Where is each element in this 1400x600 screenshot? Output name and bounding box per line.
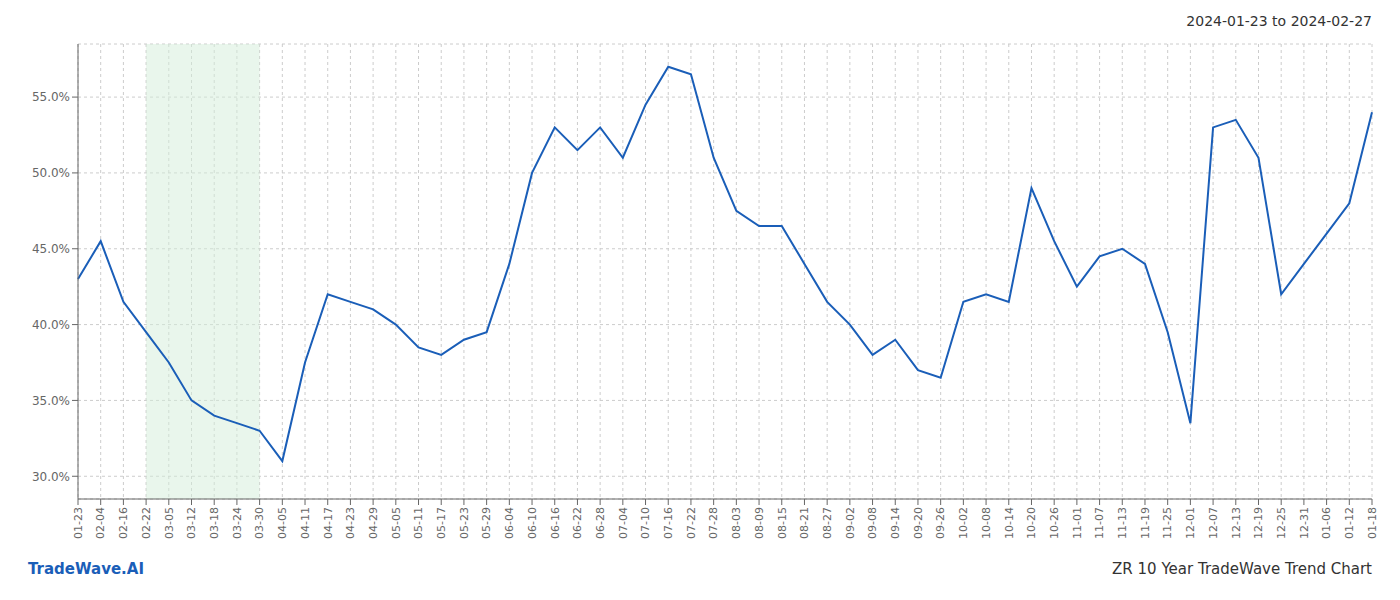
svg-text:07-16: 07-16 [662, 507, 675, 539]
svg-text:12-19: 12-19 [1252, 507, 1265, 539]
svg-text:10-08: 10-08 [980, 507, 993, 539]
svg-text:01-18: 01-18 [1366, 507, 1379, 539]
svg-text:12-07: 12-07 [1207, 507, 1220, 539]
svg-text:02-04: 02-04 [95, 507, 108, 539]
svg-text:12-25: 12-25 [1275, 507, 1288, 539]
svg-text:12-01: 12-01 [1184, 507, 1197, 539]
svg-text:08-15: 08-15 [776, 507, 789, 539]
svg-text:03-30: 03-30 [253, 507, 266, 539]
svg-text:04-17: 04-17 [322, 507, 335, 539]
svg-text:06-16: 06-16 [549, 507, 562, 539]
svg-text:02-22: 02-22 [140, 507, 153, 539]
svg-text:07-28: 07-28 [707, 507, 720, 539]
svg-text:03-12: 03-12 [185, 507, 198, 539]
svg-text:03-05: 03-05 [163, 507, 176, 539]
svg-text:09-02: 09-02 [844, 507, 857, 539]
svg-text:08-21: 08-21 [798, 507, 811, 539]
svg-text:03-24: 03-24 [231, 507, 244, 539]
svg-text:05-17: 05-17 [435, 507, 448, 539]
svg-text:50.0%: 50.0% [32, 166, 70, 180]
svg-text:01-06: 01-06 [1320, 507, 1333, 539]
svg-text:11-07: 11-07 [1093, 507, 1106, 539]
svg-text:12-13: 12-13 [1230, 507, 1243, 539]
svg-text:04-29: 04-29 [367, 507, 380, 539]
svg-text:02-16: 02-16 [117, 507, 130, 539]
svg-text:04-05: 04-05 [276, 507, 289, 539]
svg-text:10-14: 10-14 [1003, 507, 1016, 539]
svg-text:11-19: 11-19 [1139, 507, 1152, 539]
svg-text:08-27: 08-27 [821, 507, 834, 539]
svg-text:01-12: 01-12 [1343, 507, 1356, 539]
svg-text:09-20: 09-20 [912, 507, 925, 539]
svg-text:12-31: 12-31 [1298, 507, 1311, 539]
svg-text:11-25: 11-25 [1161, 507, 1174, 539]
svg-text:11-13: 11-13 [1116, 507, 1129, 539]
svg-text:35.0%: 35.0% [32, 394, 70, 408]
svg-text:05-05: 05-05 [390, 507, 403, 539]
svg-text:40.0%: 40.0% [32, 318, 70, 332]
svg-text:06-10: 06-10 [526, 507, 539, 539]
svg-text:01-23: 01-23 [72, 507, 85, 539]
svg-text:07-22: 07-22 [685, 507, 698, 539]
svg-text:45.0%: 45.0% [32, 242, 70, 256]
svg-text:10-26: 10-26 [1048, 507, 1061, 539]
svg-text:10-20: 10-20 [1025, 507, 1038, 539]
svg-text:03-18: 03-18 [208, 507, 221, 539]
svg-text:05-29: 05-29 [480, 507, 493, 539]
html-text:2024-01-23 to 2024-02-27: 2024-01-23 to 2024-02-27 [1186, 13, 1372, 29]
svg-text:07-10: 07-10 [639, 507, 652, 539]
html-text:TradeWave.AI: TradeWave.AI [28, 560, 144, 578]
svg-text:55.0%: 55.0% [32, 90, 70, 104]
svg-text:06-22: 06-22 [571, 507, 584, 539]
svg-text:04-23: 04-23 [344, 507, 357, 539]
svg-text:05-11: 05-11 [412, 507, 425, 539]
svg-text:10-02: 10-02 [957, 507, 970, 539]
svg-text:05-23: 05-23 [458, 507, 471, 539]
svg-text:08-09: 08-09 [753, 507, 766, 539]
svg-text:06-04: 06-04 [503, 507, 516, 539]
svg-text:09-14: 09-14 [889, 507, 902, 539]
svg-text:11-01: 11-01 [1071, 507, 1084, 539]
svg-text:30.0%: 30.0% [32, 470, 70, 484]
svg-text:04-11: 04-11 [299, 507, 312, 539]
svg-text:09-26: 09-26 [934, 507, 947, 539]
html-text:ZR 10 Year TradeWave Trend Cha: ZR 10 Year TradeWave Trend Chart [1112, 560, 1372, 578]
svg-text:07-04: 07-04 [617, 507, 630, 539]
svg-text:09-08: 09-08 [866, 507, 879, 539]
svg-text:06-28: 06-28 [594, 507, 607, 539]
svg-text:08-03: 08-03 [730, 507, 743, 539]
